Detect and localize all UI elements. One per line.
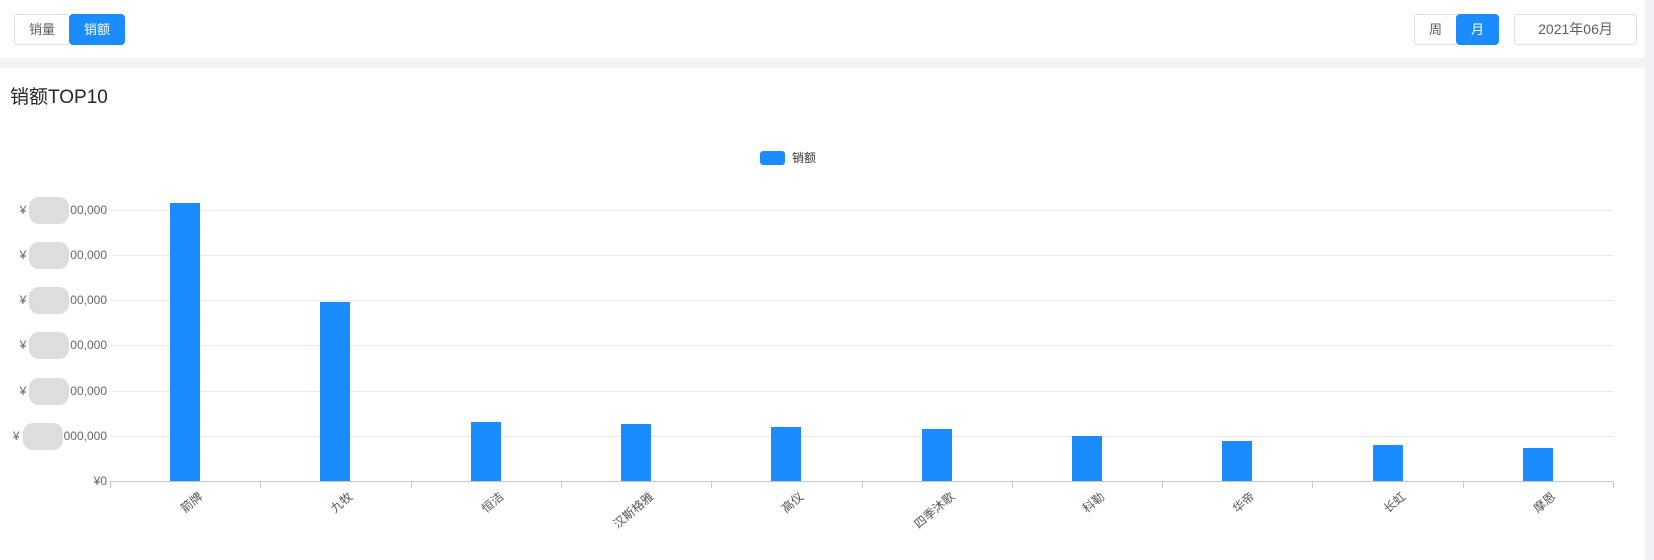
y-axis-amount-text: 00,000 [70,248,107,262]
metric-sales-volume-button[interactable]: 销量 [14,13,70,45]
x-axis-label: 长虹 [1380,489,1409,516]
y-axis-amount-text: 0 [100,474,107,488]
y-gridline [110,300,1613,301]
page-title: 销额TOP10 [10,87,108,108]
bar-科勒[interactable] [1072,436,1102,481]
redaction-blur-blob [29,377,70,405]
x-axis-tick [260,482,261,488]
x-axis-tick [1162,482,1163,488]
redaction-blur-blob [22,422,63,450]
bar-九牧[interactable] [320,302,350,481]
legend-swatch [760,150,785,165]
y-axis-tick-label: ¥ 00,000 [0,286,107,314]
redaction-blur-blob [29,241,70,269]
y-axis-amount-text: 00,000 [70,384,107,398]
y-axis-amount-text: 00,000 [70,203,107,217]
x-axis-label: 高仪 [778,489,807,516]
x-axis-label: 科勒 [1079,489,1108,516]
currency-symbol: ¥ [19,203,27,217]
x-axis-tick [1012,482,1013,488]
y-axis-tick-label: ¥ 00,000 [0,241,107,269]
x-axis-tick [110,482,111,488]
bar-华帝[interactable] [1222,441,1252,481]
bar-汉斯格雅[interactable] [621,424,651,481]
currency-symbol: ¥ [19,293,27,307]
redaction-blur-blob [29,331,70,359]
redaction-blur-blob [29,196,70,224]
period-toggle: 周 月 [1413,13,1499,45]
x-axis-label: 华帝 [1229,489,1258,516]
currency-symbol: ¥ [19,338,27,352]
currency-symbol: ¥ [93,474,101,488]
x-axis-tick [862,482,863,488]
metric-toggle: 销量 销额 [14,13,126,45]
x-axis-tick [411,482,412,488]
y-axis-tick-label: ¥ 00,000 [0,377,107,405]
chart-legend-item[interactable]: 销额 [760,149,816,166]
currency-symbol: ¥ [19,248,27,262]
toolbar-right-group: 周 月 2021年06月 [1413,13,1637,45]
currency-symbol: ¥ [12,429,20,443]
bar-长虹[interactable] [1373,445,1403,481]
x-axis-tick [1613,482,1614,488]
date-selector-button[interactable]: 2021年06月 [1514,13,1637,45]
period-week-button[interactable]: 周 [1413,13,1456,45]
y-axis-tick-label: ¥ 00,000 [0,196,107,224]
y-axis-tick-label: ¥ 000,000 [0,422,107,450]
bar-恒洁[interactable] [471,422,501,481]
x-axis-line [110,481,1613,482]
redaction-blur-blob [29,286,70,314]
bar-高仪[interactable] [771,427,801,481]
y-axis-tick-label: ¥ 00,000 [0,331,107,359]
x-axis-label: 四季沐歌 [911,489,958,532]
y-axis-amount-text: 000,000 [63,429,107,443]
x-axis-label: 恒洁 [478,489,507,516]
y-gridline [110,255,1613,256]
separator-band [0,58,1645,68]
y-axis-tick-label: ¥ 0 [0,467,107,495]
x-axis-tick [1463,482,1464,488]
currency-symbol: ¥ [19,384,27,398]
toolbar: 销量 销额 周 月 2021年06月 [0,0,1645,58]
x-axis-label: 摩恩 [1530,489,1559,516]
metric-sales-amount-button[interactable]: 销额 [69,13,126,45]
y-axis-amount-text: 00,000 [70,338,107,352]
bar-四季沐歌[interactable] [922,429,952,481]
y-axis-amount-text: 00,000 [70,293,107,307]
x-axis-tick [711,482,712,488]
x-axis-label: 汉斯格雅 [610,489,657,532]
x-axis-label: 箭牌 [177,489,206,516]
period-month-button[interactable]: 月 [1455,13,1499,45]
x-axis-tick [561,482,562,488]
bar-箭牌[interactable] [170,203,200,481]
legend-label: 销额 [792,151,817,165]
bar-摩恩[interactable] [1523,448,1553,481]
x-axis-label: 九牧 [327,489,356,516]
page-background-strip [1645,0,1654,560]
x-axis-tick [1312,482,1313,488]
y-gridline [110,210,1613,211]
